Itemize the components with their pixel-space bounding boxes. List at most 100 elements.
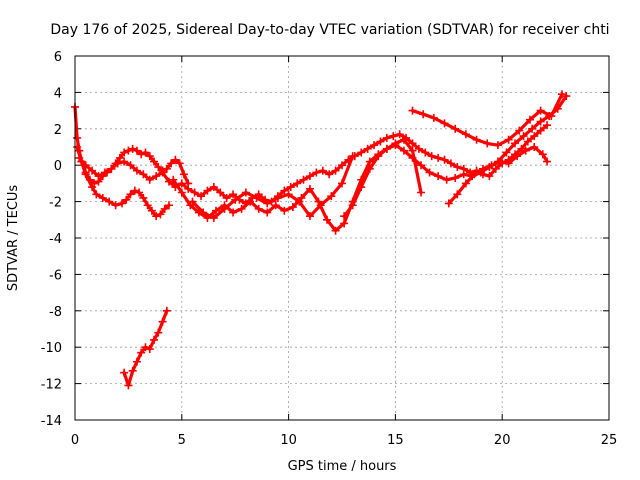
data-point bbox=[150, 335, 159, 344]
data-point bbox=[222, 193, 231, 202]
data-point bbox=[419, 110, 428, 119]
data-point bbox=[141, 148, 150, 157]
data-point bbox=[252, 193, 261, 202]
data-point bbox=[124, 146, 133, 155]
data-point bbox=[340, 219, 349, 228]
data-point bbox=[81, 161, 90, 170]
data-point bbox=[496, 157, 505, 166]
data-point bbox=[408, 139, 417, 148]
series-trace-5 bbox=[188, 152, 357, 222]
data-point bbox=[220, 204, 229, 213]
data-point bbox=[75, 153, 84, 162]
data-point bbox=[280, 186, 289, 195]
x-tick-label: 0 bbox=[71, 433, 79, 448]
data-point bbox=[434, 172, 443, 181]
data-point bbox=[365, 157, 374, 166]
data-point bbox=[179, 170, 188, 179]
y-tick-label: 0 bbox=[54, 159, 62, 174]
data-point bbox=[190, 188, 199, 197]
data-point bbox=[348, 152, 357, 161]
data-point bbox=[325, 170, 334, 179]
data-point bbox=[73, 133, 82, 142]
data-point bbox=[145, 175, 154, 184]
data-point bbox=[120, 157, 129, 166]
data-point bbox=[318, 166, 327, 175]
data-point bbox=[434, 153, 443, 162]
data-point bbox=[414, 144, 423, 153]
data-point bbox=[209, 213, 218, 222]
data-point bbox=[493, 141, 502, 150]
x-tick-label: 15 bbox=[387, 433, 404, 448]
data-point bbox=[363, 144, 372, 153]
series-trace-8 bbox=[444, 143, 552, 208]
data-point bbox=[451, 124, 460, 133]
data-point bbox=[120, 368, 129, 377]
data-point bbox=[502, 148, 511, 157]
data-point bbox=[530, 132, 539, 141]
series-line bbox=[342, 138, 423, 218]
data-point bbox=[98, 193, 107, 202]
data-point bbox=[145, 152, 154, 161]
data-point bbox=[164, 201, 173, 210]
data-point bbox=[128, 366, 137, 375]
data-point bbox=[246, 197, 255, 206]
data-point bbox=[515, 126, 524, 135]
data-point bbox=[536, 106, 545, 115]
data-point bbox=[197, 192, 206, 201]
data-point bbox=[177, 179, 186, 188]
data-point bbox=[152, 212, 161, 221]
data-point bbox=[543, 157, 552, 166]
data-point bbox=[536, 117, 545, 126]
data-point bbox=[519, 132, 528, 141]
data-point bbox=[417, 161, 426, 170]
data-point bbox=[453, 190, 462, 199]
grid-lines bbox=[75, 56, 609, 420]
data-point bbox=[105, 197, 114, 206]
data-point bbox=[81, 170, 90, 179]
data-point bbox=[216, 188, 225, 197]
data-point bbox=[523, 137, 532, 146]
data-point bbox=[111, 201, 120, 210]
data-point bbox=[421, 148, 430, 157]
data-point bbox=[132, 357, 141, 366]
data-point bbox=[143, 201, 152, 210]
data-point bbox=[305, 212, 314, 221]
data-point bbox=[487, 161, 496, 170]
y-tick-label: 2 bbox=[54, 123, 62, 138]
data-point bbox=[395, 130, 404, 139]
data-point bbox=[273, 193, 282, 202]
data-point bbox=[442, 175, 451, 184]
data-point bbox=[107, 164, 116, 173]
y-axis-label: SDTVAR / TECUs bbox=[6, 185, 21, 292]
data-point bbox=[152, 172, 161, 181]
data-point bbox=[164, 177, 173, 186]
data-point bbox=[280, 206, 289, 215]
data-point bbox=[177, 188, 186, 197]
series-trace-6 bbox=[340, 135, 426, 221]
data-point bbox=[130, 186, 139, 195]
data-point bbox=[203, 186, 212, 195]
data-point bbox=[528, 124, 537, 133]
data-point bbox=[73, 143, 82, 151]
data-point bbox=[327, 192, 336, 201]
data-point bbox=[536, 126, 545, 135]
y-tick-label: -8 bbox=[49, 305, 62, 320]
data-point bbox=[284, 190, 293, 199]
data-point bbox=[288, 203, 297, 212]
series-line bbox=[410, 92, 564, 147]
data-point bbox=[530, 143, 539, 151]
x-axis-label: GPS time / hours bbox=[288, 459, 397, 474]
data-point bbox=[521, 146, 530, 155]
x-tick-label: 25 bbox=[601, 433, 618, 448]
data-point bbox=[211, 206, 220, 215]
data-point bbox=[199, 208, 208, 217]
data-point bbox=[162, 306, 171, 315]
data-point bbox=[128, 144, 137, 153]
data-series bbox=[71, 90, 571, 390]
data-point bbox=[427, 152, 436, 161]
data-point bbox=[293, 179, 302, 188]
data-point bbox=[504, 159, 513, 168]
data-point bbox=[154, 163, 163, 172]
data-point bbox=[229, 190, 238, 199]
